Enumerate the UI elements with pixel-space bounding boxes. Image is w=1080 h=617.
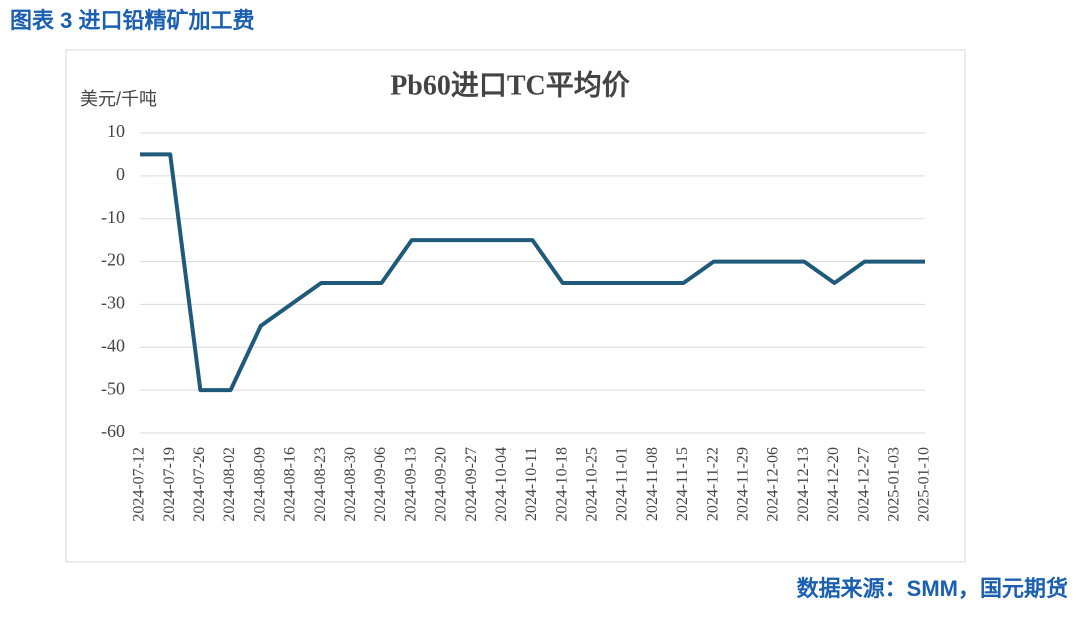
x-tick-label: 2024-07-19 bbox=[161, 447, 178, 522]
x-tick-label: 2024-11-01 bbox=[614, 447, 631, 521]
x-tick-label: 2024-12-13 bbox=[795, 447, 812, 522]
x-tick-label: 2024-12-20 bbox=[825, 447, 842, 522]
y-tick-label: -60 bbox=[101, 421, 125, 441]
source: 数据来源：SMM，国元期货 bbox=[797, 576, 1068, 601]
header-title: 图表 3 进口铅精矿加工费 bbox=[10, 8, 254, 33]
x-tick-label: 2024-10-11 bbox=[523, 447, 540, 521]
line bbox=[140, 152, 925, 393]
x-tick-label: 2024-07-26 bbox=[191, 447, 208, 522]
x-tick-label: 2024-09-06 bbox=[372, 447, 389, 522]
x-tick-label: 2024-09-20 bbox=[433, 447, 450, 522]
x-tick-label: 2024-08-02 bbox=[221, 447, 238, 522]
y-tick-label: -40 bbox=[101, 335, 125, 355]
y-tick-label: -50 bbox=[101, 378, 125, 398]
y-tick-label: -20 bbox=[101, 250, 125, 270]
x-tick-label: 2024-12-06 bbox=[765, 447, 782, 522]
x-tick-label: 2024-08-23 bbox=[312, 447, 329, 522]
x-tick-label: 2024-11-29 bbox=[735, 447, 752, 521]
x-tick-label: 2025-01-10 bbox=[916, 447, 933, 522]
x-tick-label: 2024-11-15 bbox=[674, 447, 691, 521]
x-tick-label: 2024-10-25 bbox=[584, 447, 601, 522]
x-tick-label: 2024-09-13 bbox=[402, 447, 419, 522]
chart-frame bbox=[65, 49, 966, 563]
x-tick-label: 2024-07-12 bbox=[131, 447, 148, 522]
x-tick-label: 2024-08-09 bbox=[251, 447, 268, 522]
y-tick-label: 10 bbox=[107, 121, 125, 141]
x-tick-label: 2025-01-03 bbox=[885, 447, 902, 522]
y-tick-label: -30 bbox=[101, 293, 125, 313]
x-tick-label: 2024-11-08 bbox=[644, 447, 661, 521]
x-tick-label: 2024-11-22 bbox=[704, 447, 721, 521]
x-tick-label: 2024-08-16 bbox=[282, 447, 299, 522]
chart-title: Pb60进口TC平均价 bbox=[390, 69, 631, 101]
y-tick-label: 0 bbox=[116, 164, 125, 184]
y-tick-label: -10 bbox=[101, 207, 125, 227]
x-tick-label: 2024-10-18 bbox=[553, 447, 570, 522]
y-axis-label: 美元/千吨 bbox=[80, 89, 157, 109]
x-tick-label: 2024-12-27 bbox=[855, 447, 872, 522]
x-tick-label: 2024-10-04 bbox=[493, 447, 510, 522]
x-tick-label: 2024-08-30 bbox=[342, 447, 359, 522]
x-tick-label: 2024-09-27 bbox=[463, 447, 480, 522]
